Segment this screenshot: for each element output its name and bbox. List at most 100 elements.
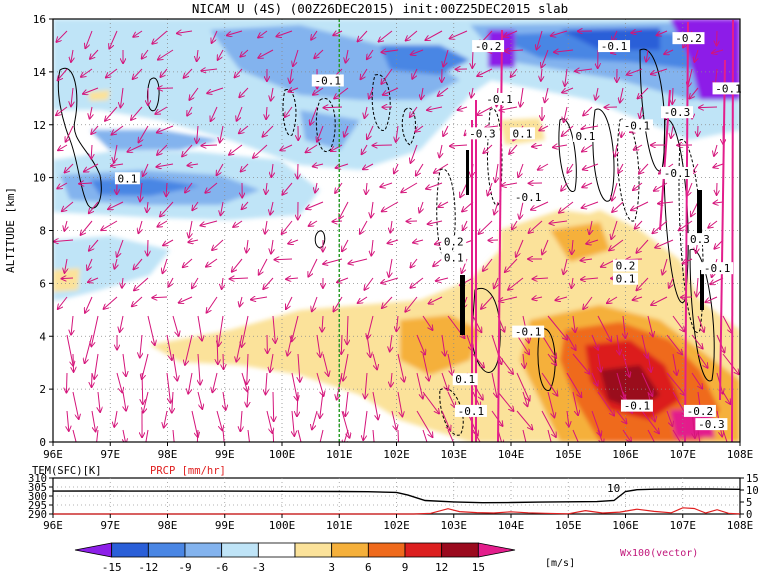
contour-label: -0.1 xyxy=(515,191,542,204)
wind-vector xyxy=(562,87,574,93)
wind-vector xyxy=(334,87,349,99)
contour-label: -0.3 xyxy=(664,106,691,119)
wind-vector xyxy=(415,125,424,132)
wind-vector xyxy=(297,429,302,442)
wind-vector xyxy=(120,315,123,332)
wind-vector xyxy=(185,182,193,193)
wind-vector xyxy=(438,201,449,207)
shade-neg-mid-3 xyxy=(90,130,220,150)
wind-vector xyxy=(503,30,518,37)
wind-vector xyxy=(323,107,343,108)
wind-vector xyxy=(518,163,524,177)
wind-vector xyxy=(531,201,549,210)
wind-vector xyxy=(611,220,618,239)
wind-vector xyxy=(422,391,439,414)
wind-vector xyxy=(547,429,552,442)
wind-vector xyxy=(131,106,143,120)
shade-pos-yellow-upper xyxy=(500,210,600,265)
wind-vector xyxy=(491,372,497,397)
wind-vector xyxy=(83,87,99,94)
wind-vector xyxy=(547,391,554,418)
surface-right-tick-label: 15 xyxy=(746,473,759,485)
wind-vector xyxy=(378,30,393,42)
wind-vector xyxy=(369,87,373,99)
wind-vector xyxy=(266,410,272,433)
x-tick-label: 107E xyxy=(670,448,697,461)
wind-vector xyxy=(491,334,502,364)
wind-vector xyxy=(64,258,67,273)
wind-vector xyxy=(697,315,704,332)
wind-vector xyxy=(143,391,149,413)
wind-vector xyxy=(361,144,368,155)
wind-vector xyxy=(247,391,248,407)
wind-vector xyxy=(220,125,223,143)
contour-label: -0.1 xyxy=(715,82,742,95)
wind-vector xyxy=(85,296,93,313)
wind-vector xyxy=(183,68,193,78)
wind-vector xyxy=(483,258,493,271)
contour-label: 0.1 xyxy=(117,172,137,185)
wind-vector xyxy=(656,30,668,36)
black-bar xyxy=(697,190,702,240)
wind-vector xyxy=(206,296,218,313)
wind-vector xyxy=(691,201,699,217)
wind-vector xyxy=(205,182,218,193)
wind-vector xyxy=(532,278,549,279)
wind-vector xyxy=(572,429,579,442)
wind-vector xyxy=(648,353,651,372)
surface-right-tick-label: 10 xyxy=(746,485,759,497)
wind-vector xyxy=(58,144,68,150)
wind-vector xyxy=(288,88,299,92)
wind-vector xyxy=(201,69,218,71)
wind-vector xyxy=(114,144,117,163)
surface-x-tick-label: 106E xyxy=(612,519,639,532)
main-plot: 0.1 -0.1 -0.2 -0.1 -0.3 0.1 -0.1 0.1 -0.1 -0.1 -0.… xyxy=(52,18,745,443)
wind-vector xyxy=(425,30,443,40)
wind-vector xyxy=(639,163,649,174)
wind-vector xyxy=(259,258,268,275)
wind-vector xyxy=(197,49,198,62)
colorbar-tick-label: 15 xyxy=(472,561,485,574)
wind-vector xyxy=(274,259,293,260)
x-tick-label: 108E xyxy=(727,448,754,461)
wind-vector xyxy=(633,182,643,190)
contour-label: 0.1 xyxy=(575,130,595,143)
wind-vector xyxy=(640,106,642,119)
wind-vector xyxy=(541,372,558,396)
wind-vector xyxy=(345,49,348,63)
wind-vector xyxy=(73,353,74,372)
wind-vector xyxy=(589,220,592,235)
contour-line xyxy=(436,168,456,262)
x-tick-label: 97E xyxy=(100,448,120,461)
wind-vector xyxy=(87,258,93,270)
wind-vector xyxy=(240,49,249,57)
wind-vector xyxy=(651,296,668,305)
wind-vector xyxy=(580,278,599,280)
wind-vector xyxy=(212,372,218,393)
wind-vector xyxy=(91,144,92,159)
colorbar-unit: [m/s] xyxy=(545,558,575,569)
wind-vector xyxy=(266,106,267,120)
wind-vector xyxy=(698,107,718,108)
wind-vector xyxy=(641,334,647,358)
wind-vector xyxy=(566,334,576,350)
wind-vector xyxy=(512,220,518,230)
wind-vector xyxy=(212,239,224,250)
wind-vector xyxy=(81,68,93,77)
colorbar-swatch xyxy=(331,542,369,558)
wind-vector xyxy=(364,106,367,118)
wind-vector xyxy=(133,258,143,270)
wind-vector xyxy=(187,106,193,116)
contour-label-bg xyxy=(613,272,638,285)
wind-vector xyxy=(483,144,493,153)
wind-vector xyxy=(335,163,349,168)
wind-vector xyxy=(335,182,343,193)
wind-vector xyxy=(200,220,218,226)
wind-vector xyxy=(157,220,168,227)
main-x-axis: 96E 97E 98E 99E 100E 101E 102E 103E 104E 105E 106E… xyxy=(43,442,753,461)
contour-label-bg xyxy=(466,127,499,140)
contour-labels: 0.1 -0.1 -0.2 -0.1 -0.3 0.1 -0.1 0.1 -0.1 -0.1 -0.… xyxy=(114,32,745,431)
colorbar-tick-label: 9 xyxy=(402,561,409,574)
wind-vector xyxy=(134,277,149,291)
wind-vector xyxy=(583,106,593,116)
